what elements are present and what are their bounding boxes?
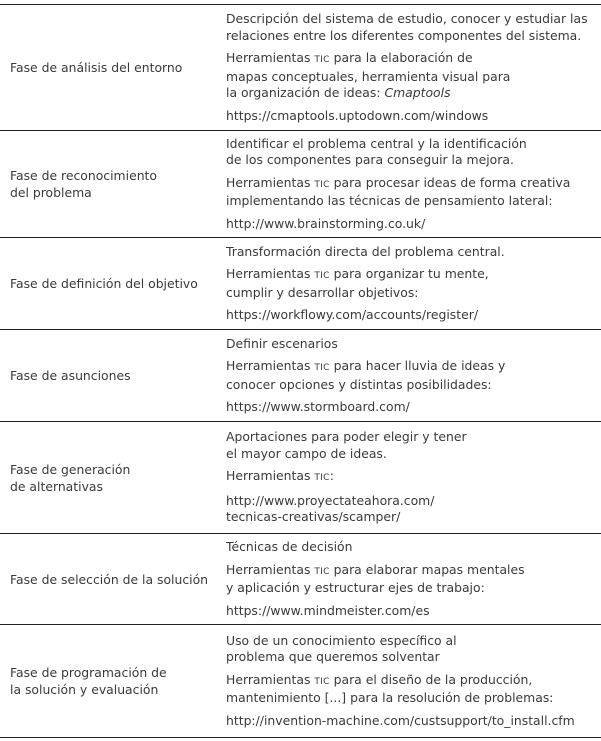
table-row: Fase de asunciones Definir escenarios Herr… (0, 330, 601, 422)
description-paragraph: Herramientas TIC: (226, 468, 601, 487)
description-paragraph: Herramientas TIC para organizar tu mente… (226, 266, 601, 301)
phase-name: Fase de reconocimiento del problema (0, 131, 216, 237)
text-line: http://invention-machine.com/custsupport… (226, 712, 575, 728)
phase-line: Fase de definición del objetivo (10, 276, 198, 291)
text-line: Herramientas TIC para organizar tu mente… (226, 266, 489, 281)
resource-link[interactable]: https://workflowy.com/accounts/register/ (226, 307, 601, 324)
phase-line: de alternativas (10, 478, 103, 494)
phase-name: Fase de selección de la solución (0, 534, 216, 624)
table-row: Fase de selección de la solución Técnicas… (0, 534, 601, 625)
text-line: http://www.brainstorming.co.uk/ (226, 215, 426, 231)
phase-name: Fase de asunciones (0, 330, 216, 421)
text-line: Aportaciones para poder elegir y tener (226, 429, 467, 445)
text-line: mapas conceptuales, herramienta visual p… (226, 68, 511, 84)
text-line: https://workflowy.com/accounts/register/ (226, 307, 479, 322)
text-line: Uso de un conocimiento específico al (226, 632, 457, 648)
description-paragraph: Técnicas de decisión (226, 539, 601, 556)
phase-line: Fase de análisis del entorno (10, 60, 183, 75)
table-row: Fase de definición del objetivo Transform… (0, 238, 601, 330)
text-line: Técnicas de decisión (226, 539, 353, 554)
text-line: tecnicas-creativas/scamper/ (226, 509, 401, 525)
description-paragraph: Identificar el problema central y la ide… (226, 136, 601, 169)
phase-description: Aportaciones para poder elegir y tener el… (216, 422, 601, 533)
description-paragraph: Herramientas TIC para hacer lluvia de id… (226, 358, 601, 393)
phase-line: Fase de generación (10, 461, 131, 477)
phase-name: Fase de análisis del entorno (0, 5, 216, 130)
description-paragraph: Descripción del sistema de estudio, cono… (226, 11, 601, 44)
phase-line: Fase de programación de (10, 665, 167, 680)
phase-name: Fase de programación de la solución y eva… (0, 625, 216, 737)
description-paragraph: Uso de un conocimiento específico al prob… (226, 633, 601, 666)
text-line: problema que queremos solventar (226, 649, 440, 665)
text-line: http://www.proyectateahora.com/ (226, 492, 435, 508)
text-line: cumplir y desarrollar objetivos: (226, 284, 419, 300)
table-row: Fase de reconocimiento del problema Identi… (0, 131, 601, 238)
text-line: Identificar el problema central y la ide… (226, 135, 527, 151)
description-paragraph: Definir escenarios (226, 336, 601, 353)
phase-name: Fase de definición del objetivo (0, 238, 216, 329)
phase-description: Descripción del sistema de estudio, cono… (216, 5, 601, 130)
text-line: implementando las técnicas de pensamient… (226, 193, 553, 209)
phase-line: del problema (10, 185, 92, 200)
text-line: Herramientas TIC para la elaboración de (226, 50, 473, 65)
table-row: Fase de análisis del entorno Descripción … (0, 5, 601, 131)
description-paragraph: Herramientas TIC para elaborar mapas men… (226, 562, 601, 597)
phase-description: Uso de un conocimiento específico al prob… (216, 625, 601, 737)
table-row: Fase de generación de alternativas Aportac… (0, 422, 601, 534)
resource-link[interactable]: https://www.stormboard.com/ (226, 399, 601, 416)
text-line: Herramientas TIC para hacer lluvia de id… (226, 358, 506, 373)
phase-description: Identificar el problema central y la ide… (216, 131, 601, 237)
text-line: Herramientas TIC para el diseño de la pr… (226, 671, 533, 687)
text-line: el mayor campo de ideas. (226, 445, 387, 461)
phase-line: Fase de selección de la solución (10, 571, 209, 587)
text-line: Descripción del sistema de estudio, cono… (226, 11, 588, 26)
phase-description: Técnicas de decisión Herramientas TIC par… (216, 534, 601, 624)
text-line: Herramientas TIC: (226, 468, 334, 484)
phases-table: Fase de análisis del entorno Descripción … (0, 4, 601, 738)
text-line: Herramientas TIC para procesar ideas de … (226, 174, 571, 190)
phase-line: la solución y evaluación (10, 682, 159, 697)
text-line: y aplicación y estructurar ejes de traba… (226, 580, 485, 595)
text-line: Herramientas TIC para elaborar mapas men… (226, 561, 525, 577)
text-line: https://www.stormboard.com/ (226, 399, 410, 414)
tool-name: Cmaptools (384, 85, 451, 100)
text-line: https://www.mindmeister.com/es (226, 602, 430, 618)
text-line: la organización de ideas: Cmaptools (226, 85, 451, 100)
phase-line: Fase de reconocimiento (10, 168, 157, 183)
text-line: conocer opciones y distintas posibilidad… (226, 376, 492, 392)
text-line: Transformación directa del problema cent… (226, 243, 505, 259)
text-line: de los componentes para conseguir la mej… (226, 152, 514, 168)
phase-line: Fase de asunciones (10, 368, 131, 383)
description-paragraph: Herramientas TIC para la elaboración de m… (226, 50, 601, 102)
resource-link[interactable]: https://cmaptools.uptodown.com/windows (226, 108, 601, 125)
table-row: Fase de programación de la solución y eva… (0, 625, 601, 738)
resource-link[interactable]: http://invention-machine.com/custsupport… (226, 713, 601, 730)
resource-link[interactable]: http://www.proyectateahora.com/tecnicas-… (226, 493, 601, 526)
description-paragraph: Herramientas TIC para procesar ideas de … (226, 175, 601, 210)
resource-link[interactable]: http://www.brainstorming.co.uk/ (226, 216, 601, 233)
phase-description: Definir escenarios Herramientas TIC para … (216, 330, 601, 421)
text-line: Definir escenarios (226, 335, 338, 351)
text-line: relaciones entre los diferentes componen… (226, 27, 582, 43)
text-line: mantenimiento [...] para la resolución d… (226, 690, 554, 706)
phase-name: Fase de generación de alternativas (0, 422, 216, 533)
description-paragraph: Herramientas TIC para el diseño de la pr… (226, 672, 601, 707)
text-line: https://cmaptools.uptodown.com/windows (226, 107, 489, 123)
description-paragraph: Transformación directa del problema cent… (226, 244, 601, 261)
resource-link[interactable]: https://www.mindmeister.com/es (226, 603, 601, 620)
description-paragraph: Aportaciones para poder elegir y tener el… (226, 429, 601, 462)
phase-description: Transformación directa del problema cent… (216, 238, 601, 329)
